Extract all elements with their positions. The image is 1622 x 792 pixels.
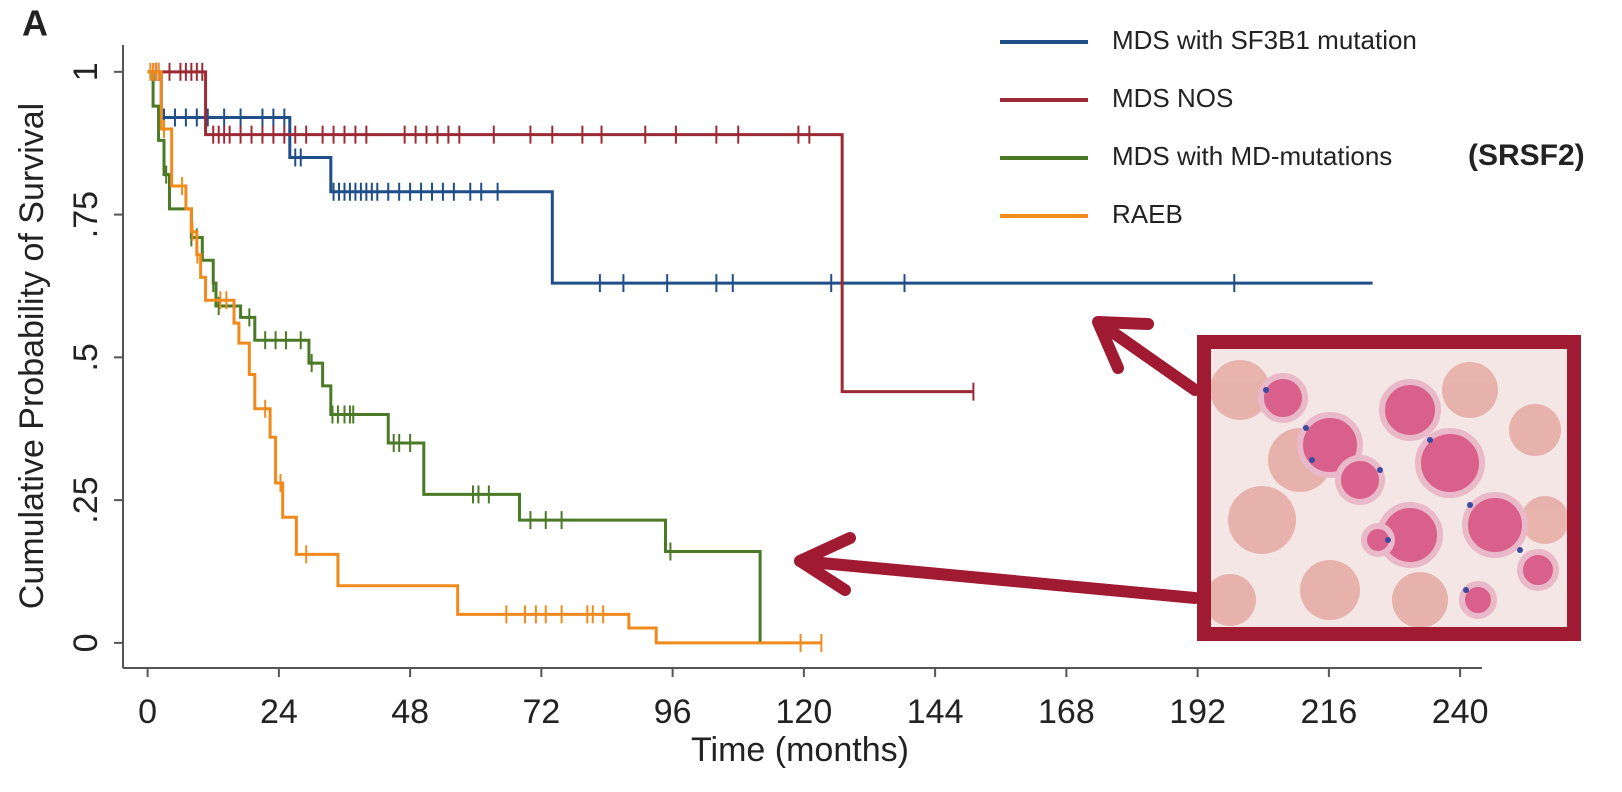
y-axis-title: Cumulative Probability of Survival xyxy=(13,103,51,609)
arrows xyxy=(794,316,1201,604)
x-axis-title: Time (months) xyxy=(691,731,909,769)
survival-curve xyxy=(147,70,762,643)
x-tick-label: 24 xyxy=(260,693,298,731)
y-tick-label: 1 xyxy=(67,62,105,81)
legend-label: RAEB xyxy=(1112,199,1183,229)
survival-curve xyxy=(147,70,974,394)
x-tick-label: 120 xyxy=(776,693,833,731)
x-tick-label: 96 xyxy=(654,693,692,731)
x-tick-label: 216 xyxy=(1301,693,1358,731)
arrow-upper xyxy=(1092,316,1201,396)
x-tick-label: 48 xyxy=(391,693,429,731)
x-tick-label: 240 xyxy=(1432,693,1489,731)
legend: MDS with SF3B1 mutation MDS NOS MDS with M… xyxy=(1000,25,1417,229)
survival-curve xyxy=(147,70,822,645)
y-tick-label: .5 xyxy=(67,343,105,371)
red-cells xyxy=(1204,360,1569,628)
x-tick-label: 168 xyxy=(1038,693,1095,731)
legend-label: MDS with SF3B1 mutation xyxy=(1112,25,1417,55)
iron-granules xyxy=(1263,387,1523,593)
arrow-lower xyxy=(794,532,1201,604)
sideroblasts xyxy=(1258,373,1559,619)
inset-frame xyxy=(1197,335,1581,641)
inset-image xyxy=(1197,335,1581,641)
x-tick-label: 0 xyxy=(138,693,157,731)
axes: 0 24 48 72 96 120 144 168 192 216 240 0 .25 .5 .75 1 xyxy=(67,45,1489,731)
legend-label: MDS NOS xyxy=(1112,83,1233,113)
y-tick-label: .75 xyxy=(67,191,105,238)
plot-area xyxy=(147,62,1373,652)
x-tick-label: 144 xyxy=(907,693,964,731)
panel-label: A xyxy=(22,3,48,44)
y-tick-label: 0 xyxy=(67,633,105,652)
y-tick-label: .25 xyxy=(67,476,105,523)
x-tick-label: 192 xyxy=(1169,693,1226,731)
x-tick-label: 72 xyxy=(522,693,560,731)
legend-label: MDS with MD-mutations xyxy=(1112,141,1392,171)
annotation: (SRSF2) xyxy=(1468,139,1585,172)
